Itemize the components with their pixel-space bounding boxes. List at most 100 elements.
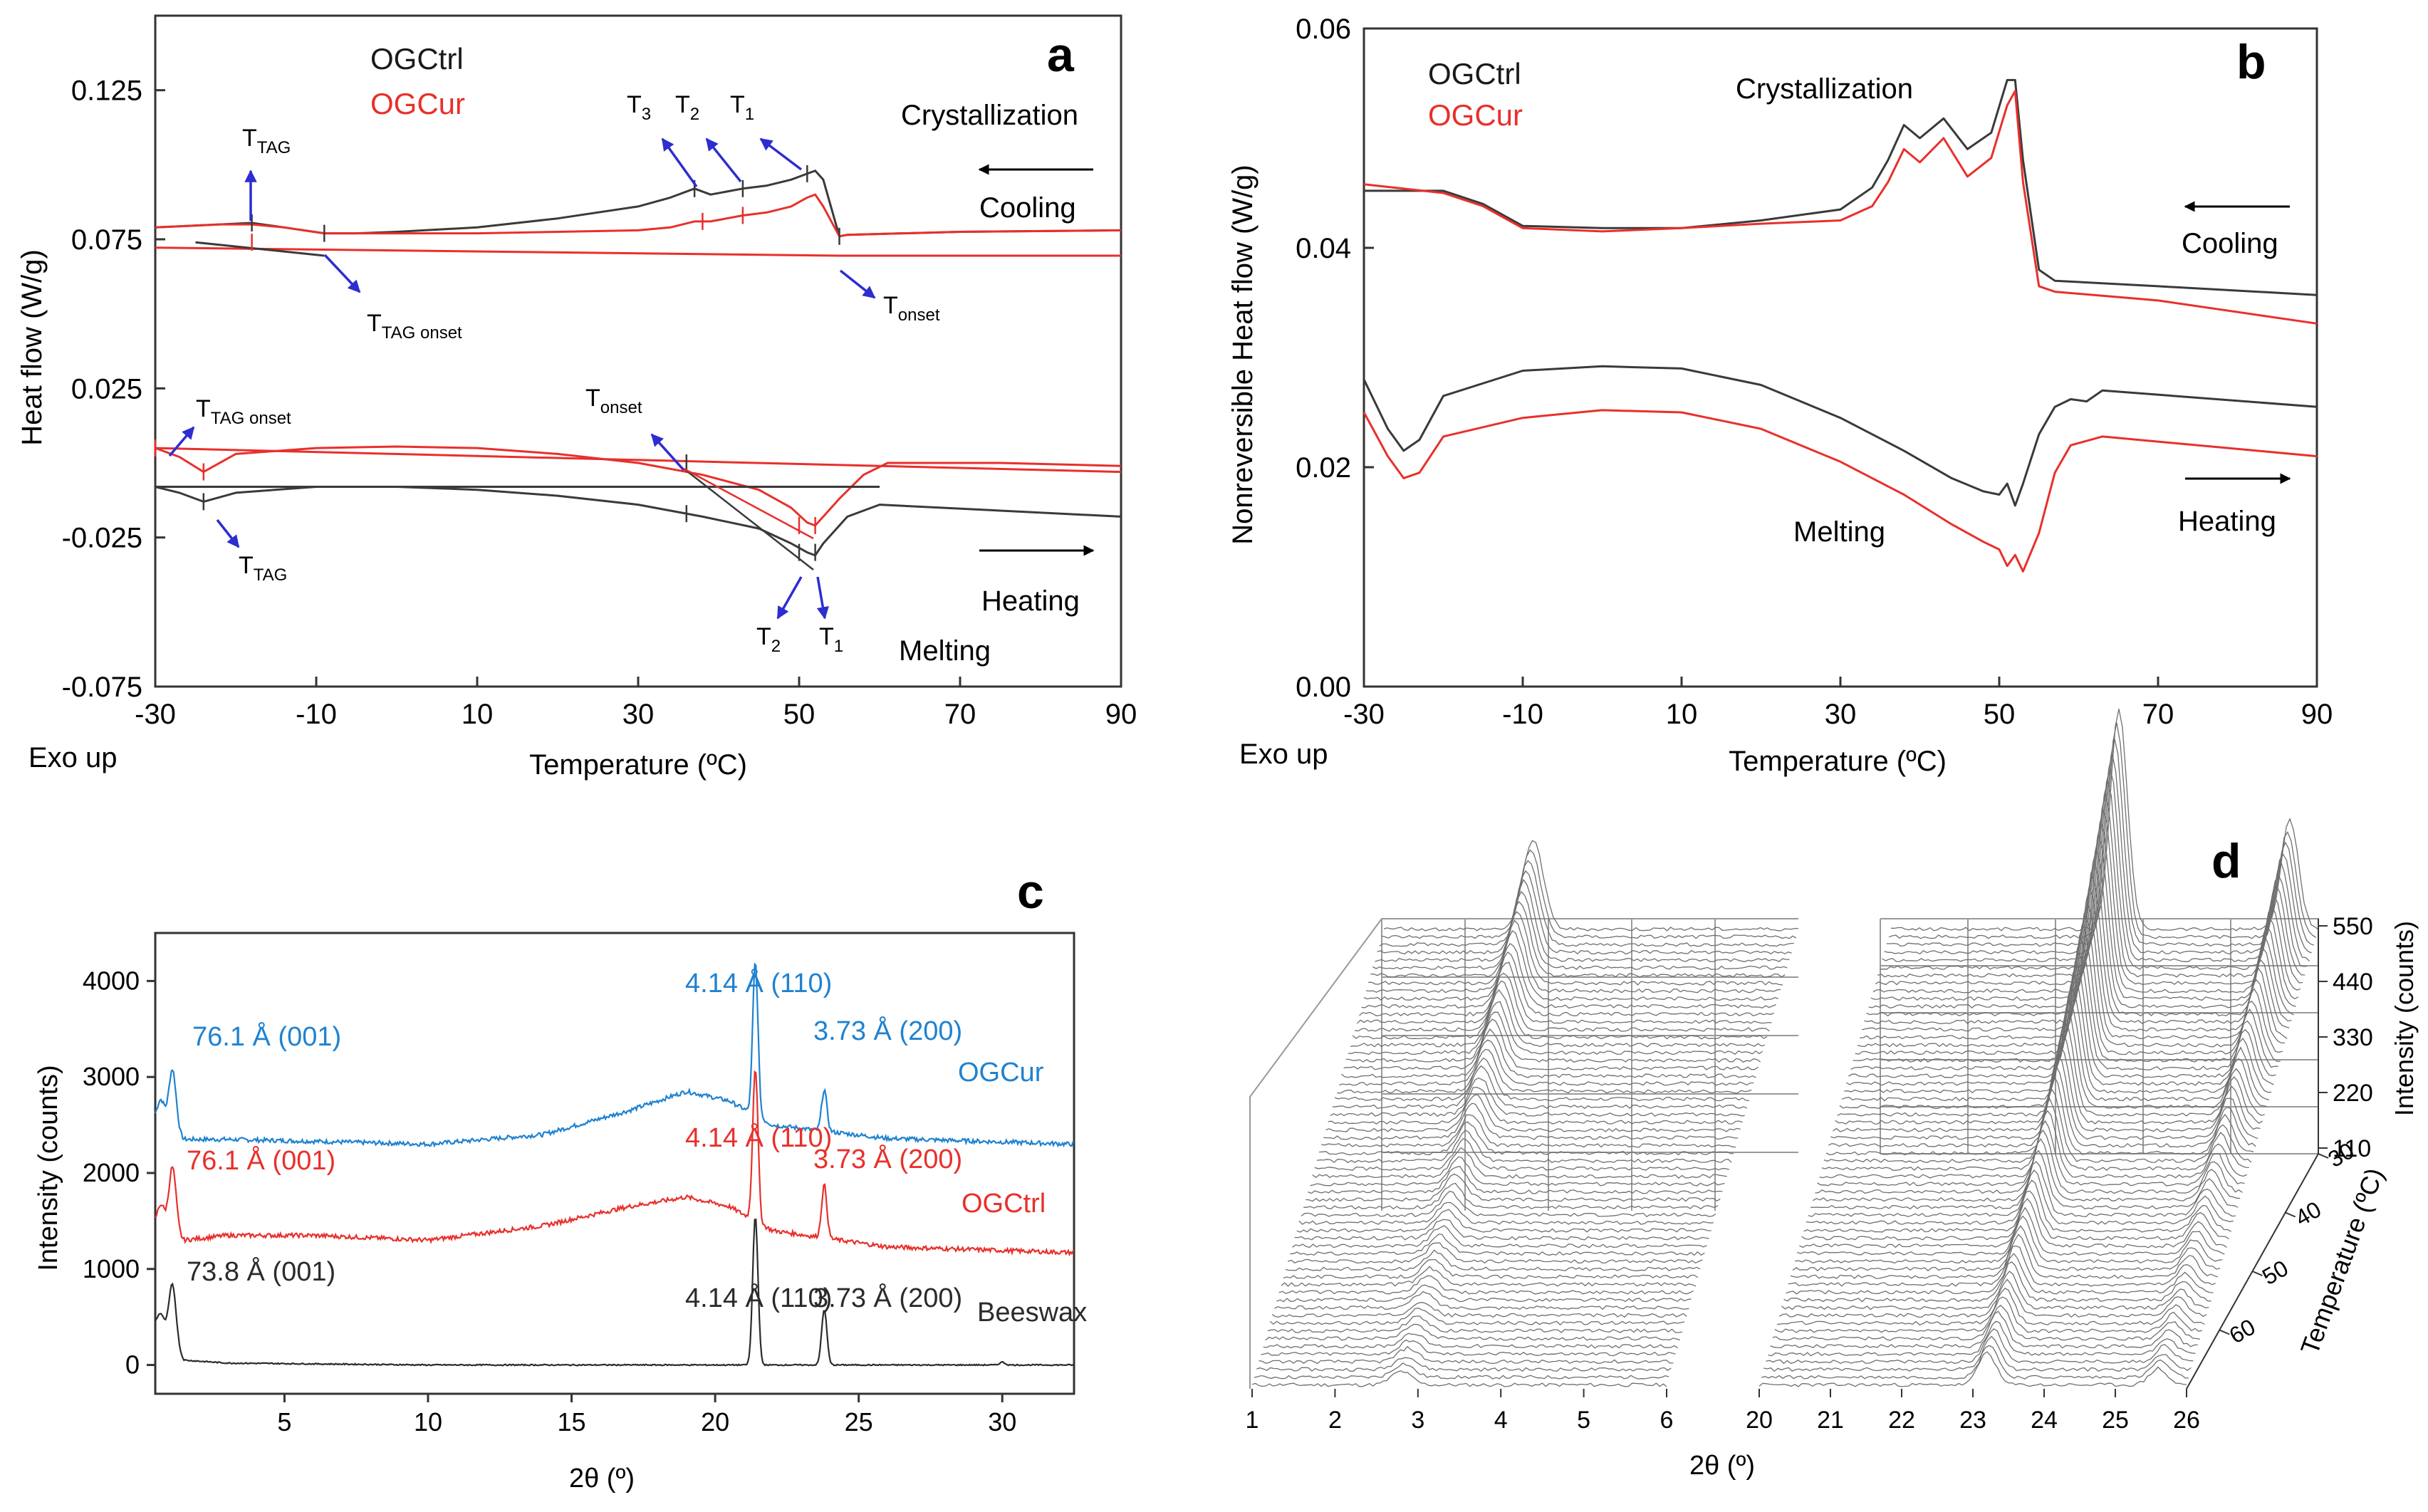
- waterfall-trace: [1368, 911, 1783, 986]
- waterfall-trace: [1281, 1266, 1697, 1287]
- waterfall-trace: [1888, 722, 2317, 939]
- x-tick-label-a: -10: [296, 699, 337, 730]
- xrd-label: OGCur: [958, 1058, 1044, 1088]
- y-tick-label-a: -0.025: [62, 523, 142, 554]
- arrow-t2-top: [705, 137, 742, 183]
- waterfall-trace: [1251, 1370, 1667, 1387]
- waterfall-trace: [1864, 874, 2292, 1024]
- z-tick-label-d: 220: [2333, 1080, 2373, 1107]
- waterfall-trace: [1306, 1173, 1721, 1202]
- y-tick-label-c: 1000: [83, 1254, 140, 1283]
- arrow-t3: [661, 137, 698, 188]
- x-tick-label-b: 50: [1984, 699, 2016, 730]
- legend-ogcur-a: OGCur: [370, 87, 465, 120]
- z-axis-label-d: Intensity (counts): [2390, 921, 2419, 1116]
- waterfall-trace: [1298, 1201, 1714, 1225]
- waterfall-trace: [1801, 1190, 2229, 1241]
- panel-letter-a: a: [1047, 28, 1075, 82]
- z-tick-label-d: 550: [2333, 913, 2373, 940]
- panel-d: d 1 2 3 4 5 6 20 21 22 23 24 25 26110220330440550304…: [1246, 709, 2419, 1481]
- waterfall-trace: [1316, 1130, 1732, 1164]
- waterfall-trace: [1817, 1120, 2245, 1187]
- waterfall-trace: [1835, 1033, 2263, 1125]
- series-b-0: [1364, 78, 2318, 296]
- y-tick-label-c: 2000: [83, 1158, 140, 1187]
- heating-label-b: Heating: [2178, 506, 2276, 537]
- waterfall-trace: [1276, 1284, 1692, 1303]
- z-tick-label-d: 330: [2333, 1024, 2373, 1051]
- xrd-label: 3.73 Å (200): [813, 1282, 962, 1313]
- waterfall-trace: [1770, 1310, 2198, 1349]
- waterfall-trace: [1359, 951, 1774, 1017]
- xrd-series-ogctrl: [155, 1070, 1075, 1257]
- waterfall-trace: [1290, 1234, 1705, 1256]
- xrd-label: 4.14 Å (110): [685, 967, 832, 999]
- waterfall-trace: [1759, 1351, 2187, 1387]
- x-tick-label-c: 30: [988, 1407, 1016, 1437]
- x-tick-label-b: -30: [1343, 699, 1385, 730]
- series-a-4: [155, 445, 1122, 527]
- panel-letter-b: b: [2236, 35, 2266, 89]
- arrow-ttag-onset-bottom: [168, 426, 195, 457]
- plot-frame-c: [154, 932, 1075, 1395]
- waterfall-trace: [1265, 1323, 1680, 1341]
- waterfall-trace: [1870, 835, 2299, 1001]
- waterfall-trace: [1815, 1129, 2243, 1194]
- series-a-2: [155, 246, 1121, 257]
- series-a-1: [155, 193, 1122, 238]
- waterfall-trace: [1319, 1121, 1734, 1156]
- xrd-label: OGCtrl: [962, 1189, 1046, 1219]
- crystallization-label-b: Crystallization: [1736, 73, 1913, 105]
- waterfall-trace: [1819, 1110, 2247, 1179]
- waterfall-trace: [1343, 1018, 1759, 1070]
- waterfall-trace: [1372, 890, 1788, 970]
- waterfall-trace: [1312, 1147, 1727, 1179]
- legend-ogctrl-b: OGCtrl: [1428, 57, 1521, 90]
- waterfall-trace: [1330, 1077, 1745, 1117]
- waterfall-trace: [1271, 1302, 1687, 1318]
- waterfall-trace: [1294, 1219, 1709, 1241]
- waterfall-trace: [1868, 848, 2296, 1009]
- waterfall-trace: [1356, 961, 1772, 1024]
- waterfall-trace: [1786, 1253, 2214, 1295]
- waterfall-traces-d: [1251, 709, 2319, 1387]
- cooling-label-a: Cooling: [979, 192, 1076, 224]
- waterfall-trace: [1267, 1315, 1683, 1333]
- xrd-label: 73.8 Å (001): [187, 1256, 335, 1287]
- annot-t1-top: T1: [730, 91, 754, 124]
- waterfall-trace: [1875, 809, 2303, 986]
- waterfall-trace: [1880, 781, 2308, 970]
- waterfall-trace: [1884, 754, 2312, 955]
- waterfall-trace: [1821, 1097, 2249, 1171]
- waterfall-trace: [1877, 793, 2305, 978]
- x-tick-label-d: 3: [1411, 1407, 1424, 1434]
- annot-t1-bottom: T1: [819, 623, 843, 656]
- z-tick-label-d: 110: [2333, 1135, 2371, 1162]
- waterfall-trace: [1292, 1225, 1707, 1248]
- waterfall-trace: [1328, 1087, 1743, 1125]
- annot-t2-top: T2: [675, 91, 699, 124]
- y-tick-label-d: 60: [2225, 1314, 2260, 1349]
- melting-label-a: Melting: [899, 635, 991, 667]
- xrd-label: 3.73 Å (200): [813, 1143, 962, 1174]
- waterfall-trace: [1825, 1075, 2254, 1156]
- xrd-label: 76.1 Å (001): [192, 1021, 341, 1052]
- waterfall-trace: [1361, 942, 1776, 1009]
- y-axis-label-c: Intensity (counts): [33, 1065, 63, 1271]
- series-group-a: [154, 165, 1122, 561]
- y-tick-label-c: 4000: [83, 966, 140, 995]
- x-tick-label-b: 90: [2301, 699, 2333, 730]
- cooling-label-b: Cooling: [2182, 228, 2278, 259]
- waterfall-trace: [1808, 1161, 2236, 1217]
- waterfall-trace: [1350, 989, 1766, 1048]
- x-tick-label-c: 15: [558, 1407, 586, 1437]
- frame-left-back: [1249, 918, 1798, 1389]
- waterfall-trace: [1381, 849, 1797, 939]
- panel-a: -30 -10 10 30 50 70 90 -0.075 -0.025 0.025 0.075 0.…: [16, 14, 1137, 781]
- arrow-t1-bottom: [816, 576, 829, 620]
- y-tick-label-b: 0.04: [1296, 233, 1351, 264]
- x-tick-label-d: 2: [1328, 1407, 1342, 1434]
- waterfall-trace: [1314, 1137, 1729, 1172]
- x-tick-label-c: 20: [701, 1407, 729, 1437]
